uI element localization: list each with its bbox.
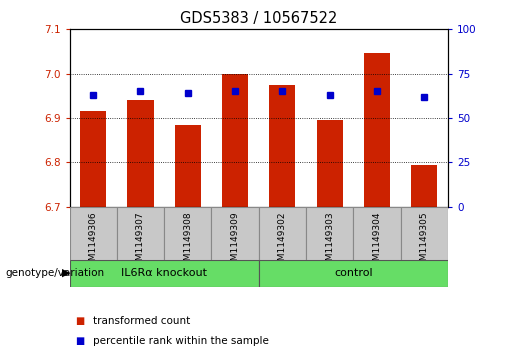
- Bar: [222, 73, 248, 207]
- Text: GSM1149304: GSM1149304: [372, 211, 382, 272]
- Text: GSM1149302: GSM1149302: [278, 211, 287, 272]
- Text: percentile rank within the sample: percentile rank within the sample: [93, 336, 269, 346]
- Bar: [175, 125, 201, 207]
- Bar: [164, 207, 212, 260]
- Text: ■: ■: [75, 316, 84, 326]
- Text: transformed count: transformed count: [93, 316, 190, 326]
- Bar: [269, 85, 296, 207]
- Text: GSM1149303: GSM1149303: [325, 211, 334, 272]
- Bar: [401, 207, 448, 260]
- Text: GSM1149309: GSM1149309: [231, 211, 239, 272]
- Bar: [70, 207, 117, 260]
- Bar: [117, 207, 164, 260]
- Bar: [212, 207, 259, 260]
- Bar: [353, 207, 401, 260]
- Text: ■: ■: [75, 336, 84, 346]
- Bar: [259, 207, 306, 260]
- Text: GSM1149305: GSM1149305: [420, 211, 429, 272]
- Bar: [364, 53, 390, 207]
- Text: GSM1149308: GSM1149308: [183, 211, 192, 272]
- Text: GSM1149306: GSM1149306: [89, 211, 98, 272]
- Title: GDS5383 / 10567522: GDS5383 / 10567522: [180, 12, 337, 26]
- Text: genotype/variation: genotype/variation: [5, 268, 104, 278]
- Bar: [306, 207, 353, 260]
- Text: control: control: [334, 268, 373, 278]
- Bar: [317, 120, 343, 207]
- Bar: [70, 260, 259, 287]
- Text: ▶: ▶: [62, 268, 70, 278]
- Bar: [128, 100, 153, 207]
- Text: IL6Rα knockout: IL6Rα knockout: [121, 268, 207, 278]
- Bar: [259, 260, 448, 287]
- Bar: [411, 165, 437, 207]
- Text: GSM1149307: GSM1149307: [136, 211, 145, 272]
- Bar: [80, 111, 106, 207]
